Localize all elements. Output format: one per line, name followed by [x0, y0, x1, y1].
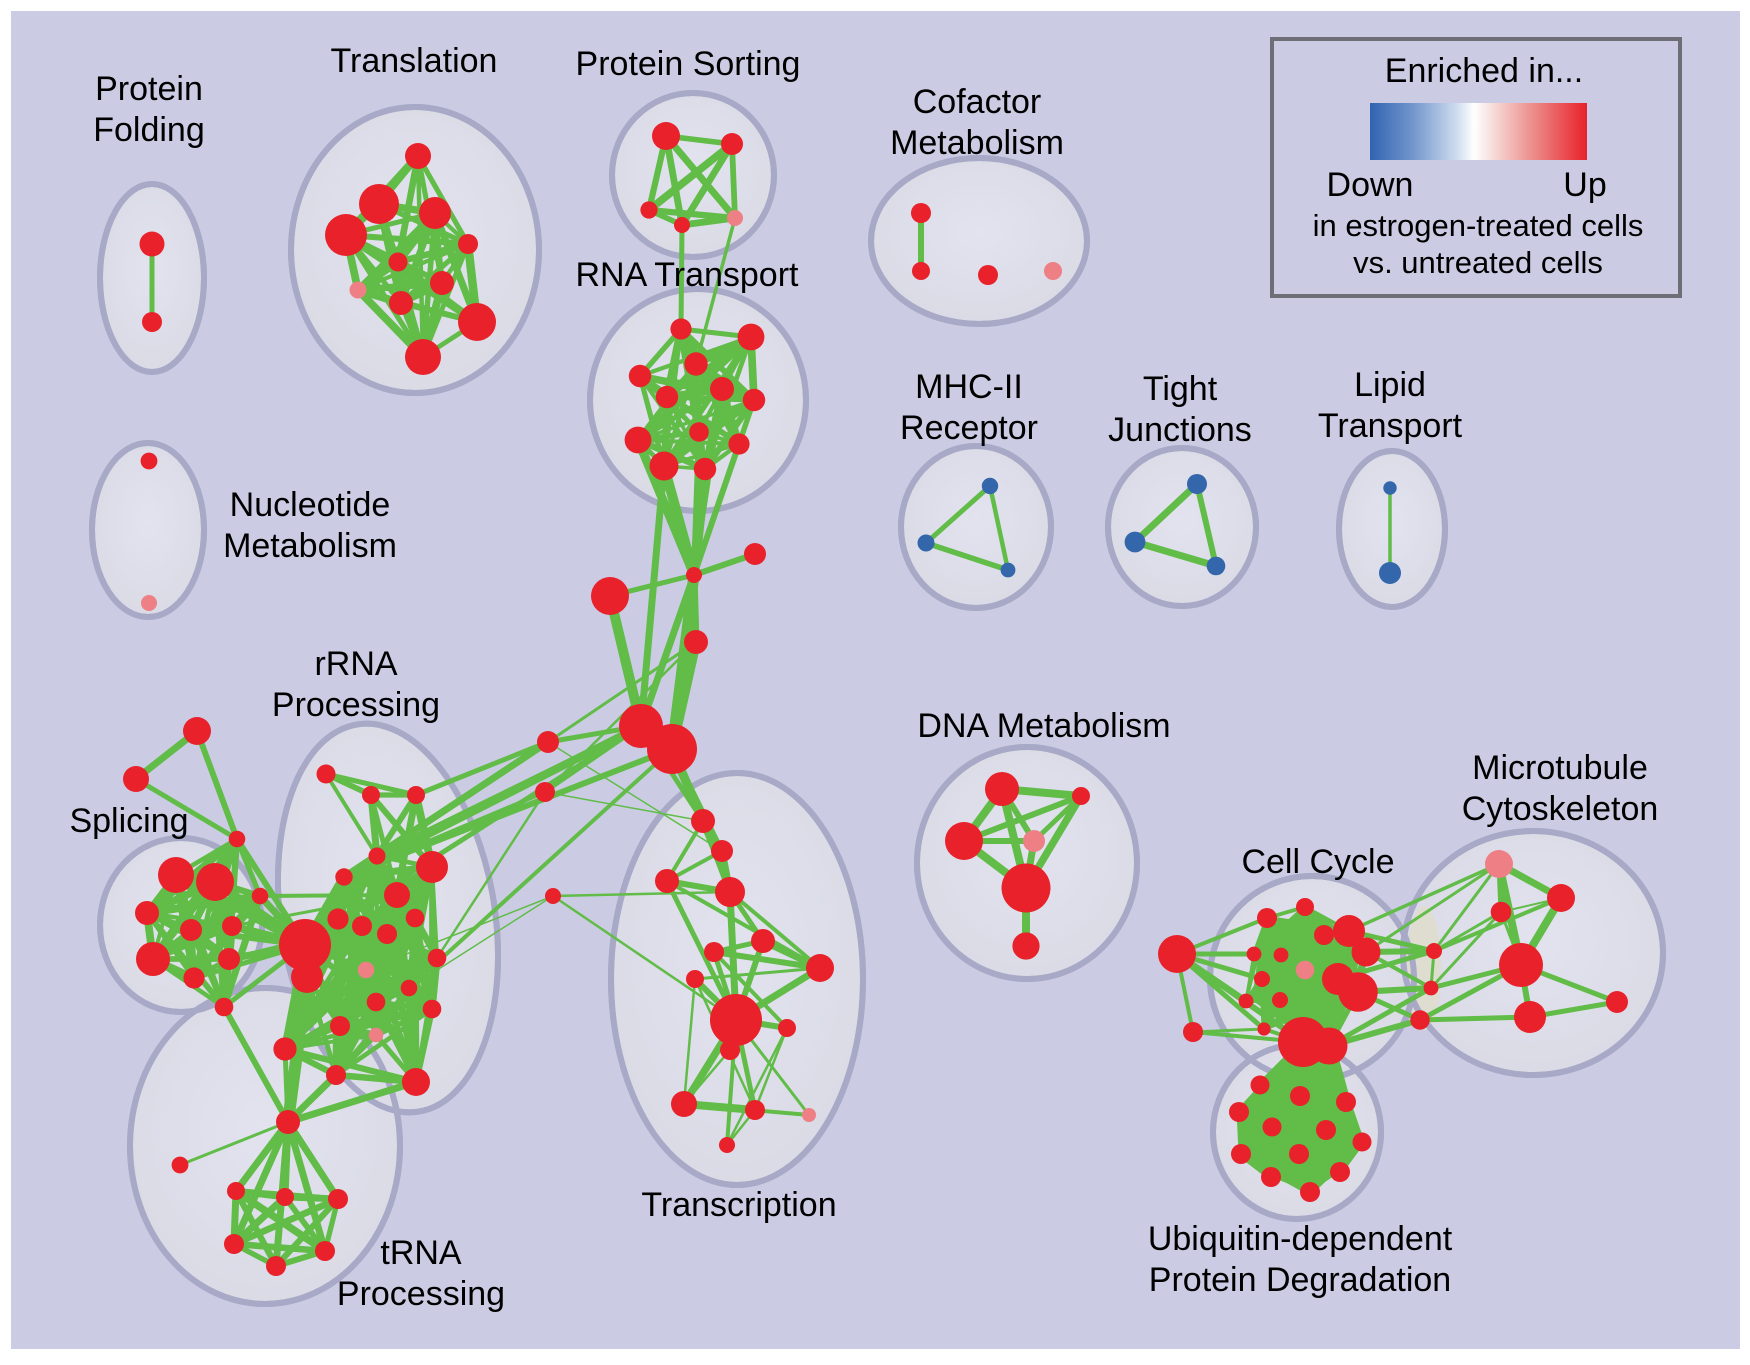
svg-text:Cell Cycle: Cell Cycle: [1241, 843, 1394, 881]
svg-text:rRNA: rRNA: [314, 645, 397, 683]
svg-text:Protein Degradation: Protein Degradation: [1149, 1261, 1451, 1299]
svg-text:Transcription: Transcription: [641, 1186, 836, 1224]
svg-text:Cofactor: Cofactor: [913, 83, 1042, 121]
svg-text:Microtubule: Microtubule: [1472, 749, 1648, 787]
svg-text:Splicing: Splicing: [69, 802, 188, 840]
svg-text:RNA Transport: RNA Transport: [576, 256, 800, 294]
svg-text:Translation: Translation: [331, 42, 498, 80]
svg-text:Processing: Processing: [272, 686, 440, 724]
svg-text:Cytoskeleton: Cytoskeleton: [1462, 790, 1659, 828]
svg-text:Metabolism: Metabolism: [890, 124, 1064, 162]
svg-text:Protein: Protein: [95, 70, 203, 108]
svg-text:Lipid: Lipid: [1354, 366, 1426, 404]
svg-text:Folding: Folding: [93, 111, 205, 149]
svg-text:Enriched in...: Enriched in...: [1385, 52, 1583, 90]
svg-text:Metabolism: Metabolism: [223, 527, 397, 565]
svg-text:MHC-II: MHC-II: [915, 368, 1023, 406]
svg-text:Processing: Processing: [337, 1275, 505, 1313]
svg-text:Junctions: Junctions: [1108, 411, 1252, 449]
svg-text:Receptor: Receptor: [900, 409, 1038, 447]
svg-text:Ubiquitin-dependent: Ubiquitin-dependent: [1148, 1220, 1453, 1258]
svg-text:Protein Sorting: Protein Sorting: [576, 45, 801, 83]
svg-text:Tight: Tight: [1143, 370, 1218, 408]
svg-text:DNA Metabolism: DNA Metabolism: [917, 707, 1170, 745]
svg-text:Nucleotide: Nucleotide: [230, 486, 391, 524]
svg-text:vs. untreated cells: vs. untreated cells: [1353, 245, 1603, 280]
svg-text:tRNA: tRNA: [380, 1234, 462, 1272]
svg-text:Down: Down: [1327, 166, 1414, 204]
svg-text:Transport: Transport: [1318, 407, 1463, 445]
svg-text:in estrogen-treated cells: in estrogen-treated cells: [1313, 208, 1644, 243]
svg-text:Up: Up: [1563, 166, 1606, 204]
